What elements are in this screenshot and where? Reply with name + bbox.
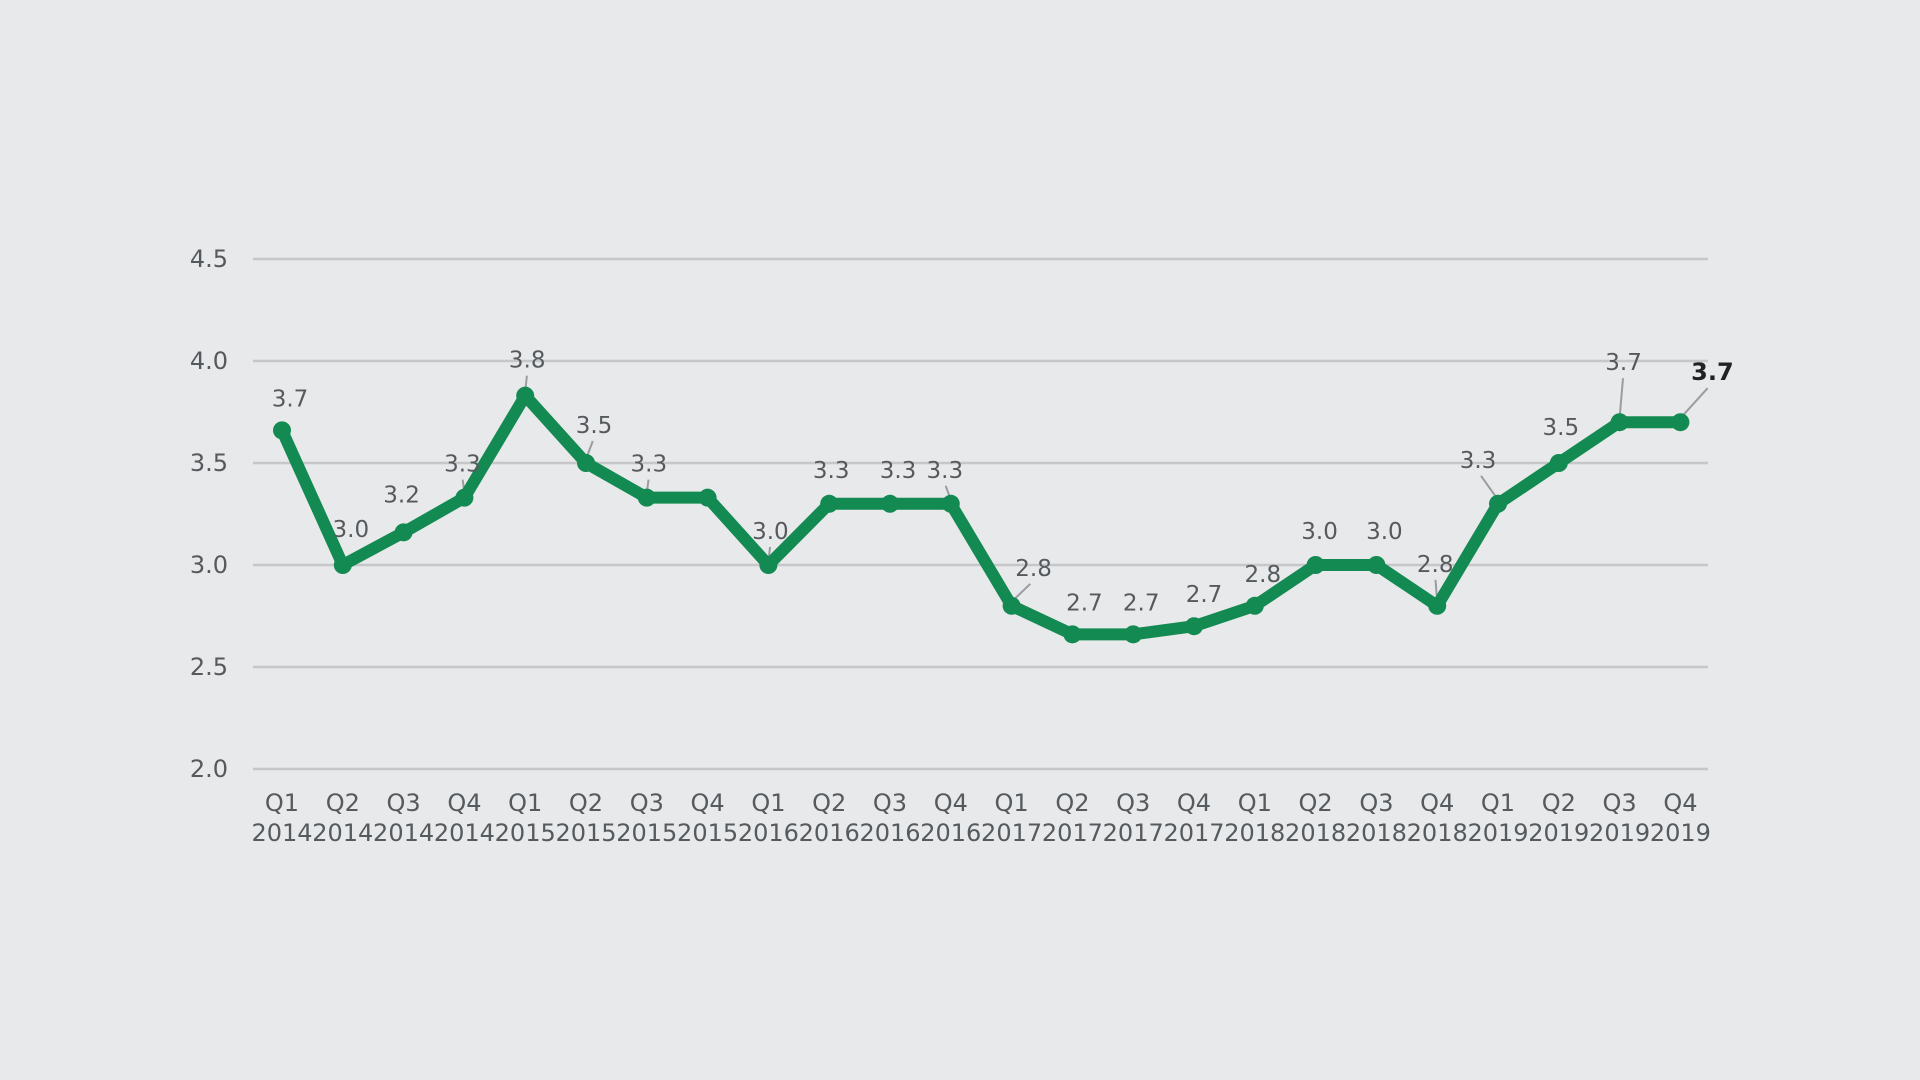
data-point [516, 386, 535, 405]
y-tick-label: 4.5 [190, 245, 228, 273]
data-point [759, 556, 778, 574]
data-point [1185, 617, 1203, 636]
data-label: 3.3 [444, 452, 481, 478]
data-label: 3.7 [272, 386, 309, 412]
data-label: 2.7 [1066, 590, 1103, 616]
y-tick-label: 3.0 [190, 551, 228, 579]
x-tick-label: Q3 2018 [1346, 789, 1407, 847]
data-point [1245, 596, 1264, 615]
data-label: 3.7 [1691, 358, 1734, 386]
data-label: 3.3 [631, 452, 668, 478]
x-tick-label: Q1 2019 [1467, 789, 1528, 847]
series-line [276, 389, 1687, 641]
label-leader-line [1618, 378, 1624, 419]
data-label: 3.5 [1543, 415, 1580, 441]
data-label: 3.0 [333, 517, 370, 543]
data-point [1671, 413, 1690, 432]
y-tick-label: 2.5 [190, 653, 228, 681]
x-tick-label: Q1 2017 [981, 789, 1042, 847]
y-tick-label: 4.0 [190, 347, 228, 375]
data-label: 3.8 [509, 348, 546, 374]
x-tick-label: Q2 2018 [1285, 789, 1346, 847]
data-label: 2.7 [1123, 590, 1160, 616]
x-tick-label: Q4 2014 [434, 789, 495, 847]
data-label: 3.0 [1301, 519, 1338, 545]
data-label: 2.8 [1015, 556, 1052, 582]
data-label: 3.3 [880, 458, 917, 484]
x-tick-label: Q4 2015 [677, 789, 738, 847]
data-point [637, 488, 656, 507]
x-tick-label: Q2 2014 [312, 789, 373, 847]
x-tick-label: Q4 2017 [1163, 789, 1224, 847]
y-tick-label: 2.0 [190, 755, 228, 783]
x-tick-label: Q2 2019 [1528, 789, 1589, 847]
data-point [881, 494, 899, 513]
x-tick-label: Q3 2019 [1589, 789, 1650, 847]
data-point [333, 556, 352, 574]
data-point [1306, 556, 1325, 574]
x-tick-label: Q4 2016 [920, 789, 981, 847]
data-label: 3.5 [576, 413, 613, 439]
x-tick-label: Q3 2014 [373, 789, 434, 847]
data-point [1610, 413, 1629, 432]
data-point [273, 421, 291, 440]
data-label: 2.8 [1245, 562, 1282, 588]
data-point [1549, 454, 1568, 472]
x-tick-label: Q2 2015 [555, 789, 616, 847]
x-tick-label: Q3 2016 [859, 789, 920, 847]
x-tick-label: Q3 2015 [616, 789, 677, 847]
x-tick-label: Q3 2017 [1103, 789, 1164, 847]
data-point [1428, 596, 1447, 615]
data-point [1002, 596, 1021, 615]
data-point [577, 454, 595, 472]
data-point [820, 494, 839, 513]
x-tick-label: Q2 2017 [1042, 789, 1103, 847]
x-tick-label: Q2 2016 [799, 789, 860, 847]
data-label: 3.0 [1366, 519, 1403, 545]
data-label: 3.3 [1460, 448, 1497, 474]
data-point [455, 488, 474, 507]
data-label: 3.7 [1605, 350, 1642, 376]
data-label: 3.0 [752, 519, 789, 545]
data-point [1367, 556, 1386, 574]
data-point [941, 494, 960, 513]
data-point [1489, 494, 1507, 513]
data-label: 3.3 [927, 458, 964, 484]
x-tick-label: Q1 2016 [738, 789, 799, 847]
data-point [1124, 625, 1143, 644]
data-label: 2.8 [1417, 552, 1454, 578]
data-point [1063, 625, 1082, 644]
data-label: 3.2 [383, 482, 420, 508]
x-tick-label: Q4 2019 [1650, 789, 1711, 847]
y-tick-label: 3.5 [190, 449, 228, 477]
data-label: 2.7 [1186, 582, 1223, 608]
data-label: 3.3 [813, 458, 850, 484]
x-tick-label: Q4 2018 [1407, 789, 1468, 847]
x-tick-label: Q1 2014 [251, 789, 312, 847]
x-tick-label: Q1 2015 [495, 789, 556, 847]
data-point [394, 523, 413, 542]
label-leader-line [1679, 387, 1709, 419]
data-point [698, 488, 717, 507]
x-tick-label: Q1 2018 [1224, 789, 1285, 847]
